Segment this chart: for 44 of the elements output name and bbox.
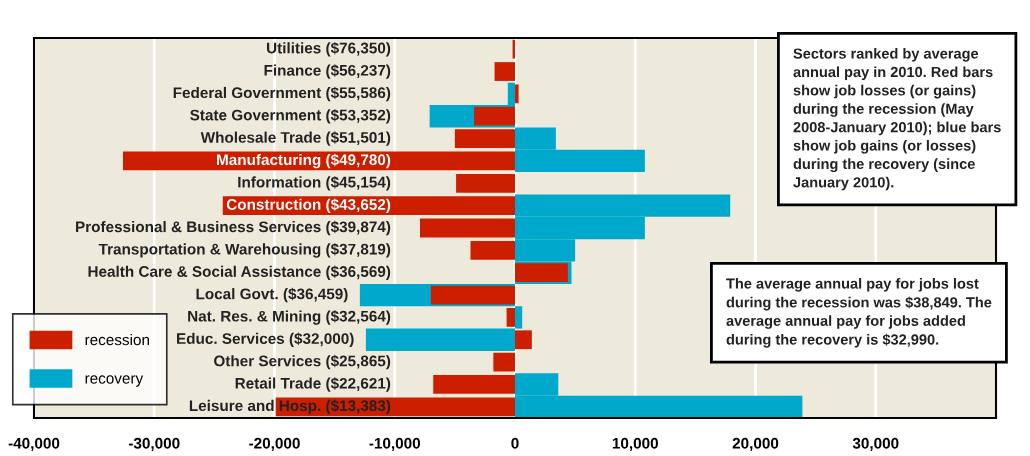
- y-tick-label: Federal Government ($55,586): [173, 86, 391, 102]
- y-tick-label: Educ. Services ($32,000): [177, 332, 354, 348]
- y-tick-label: Retail Trade ($22,621): [235, 377, 391, 392]
- y-tick-label: Information ($45,154): [238, 176, 391, 191]
- y-tick-label: Transportation & Warehousing ($37,819): [98, 243, 391, 258]
- bar: [365, 328, 515, 351]
- y-tick-label: Utilities ($76,350): [267, 41, 391, 57]
- y-tick-label: Manufacturing ($49,780): [217, 153, 391, 169]
- bar: [515, 330, 532, 350]
- bar: [420, 218, 515, 238]
- y-tick-label: Professional & Business Services ($39,874): [76, 220, 391, 236]
- x-tick-label: -20,000: [249, 437, 300, 451]
- x-tick-label: 30,000: [852, 437, 899, 451]
- bar: [506, 308, 515, 327]
- x-tick-label: -30,000: [128, 437, 180, 451]
- y-tick-label: Construction ($43,652): [226, 198, 391, 213]
- bar: [474, 106, 515, 126]
- annotation: Sectors ranked by average annual pay in 2010. Red bars show job losses (or gains) during the recession (May 2008-January 2010); blue bars show job gains (or losses) during the recovery (since January 2010).: [793, 48, 1001, 191]
- bar: [430, 285, 515, 305]
- bar: [515, 84, 519, 104]
- y-tick-label: Wholesale Trade ($51,501): [200, 131, 391, 146]
- annotation: The average annual pay for jobs lost during the recession was $38,849. The average annual pay for jobs added during the recovery is $32,990.: [726, 278, 992, 348]
- bar: [456, 173, 515, 193]
- y-tick-label: Finance ($56,237): [264, 64, 391, 79]
- y-tick-label: State Government ($53,352): [190, 108, 391, 124]
- x-tick-label: -40,000: [8, 437, 60, 451]
- bar: [493, 352, 515, 372]
- legend-label: recovery: [85, 375, 144, 387]
- bar: [515, 306, 523, 329]
- x-tick-label: 10,000: [612, 437, 658, 451]
- y-tick-label: Health Care & Social Assistance ($36,569): [88, 265, 391, 280]
- bar: [454, 129, 515, 148]
- y-tick-label: Leisure and Hosp. ($13,383): [189, 399, 391, 415]
- y-tick-label: Other Services ($25,865): [214, 354, 391, 370]
- x-tick-label: -10,000: [369, 437, 421, 451]
- y-tick-label: Local Govt. ($36,459): [196, 287, 348, 303]
- y-tick-label: Nat. Res. & Mining ($32,564): [188, 310, 391, 325]
- x-tick-label: 0: [511, 437, 519, 449]
- bar: [433, 375, 515, 394]
- x-tick-label: 20,000: [732, 437, 779, 451]
- bar: [470, 240, 515, 260]
- bar: [275, 397, 515, 417]
- legend-label: recession: [85, 334, 149, 346]
- bar: [494, 62, 515, 81]
